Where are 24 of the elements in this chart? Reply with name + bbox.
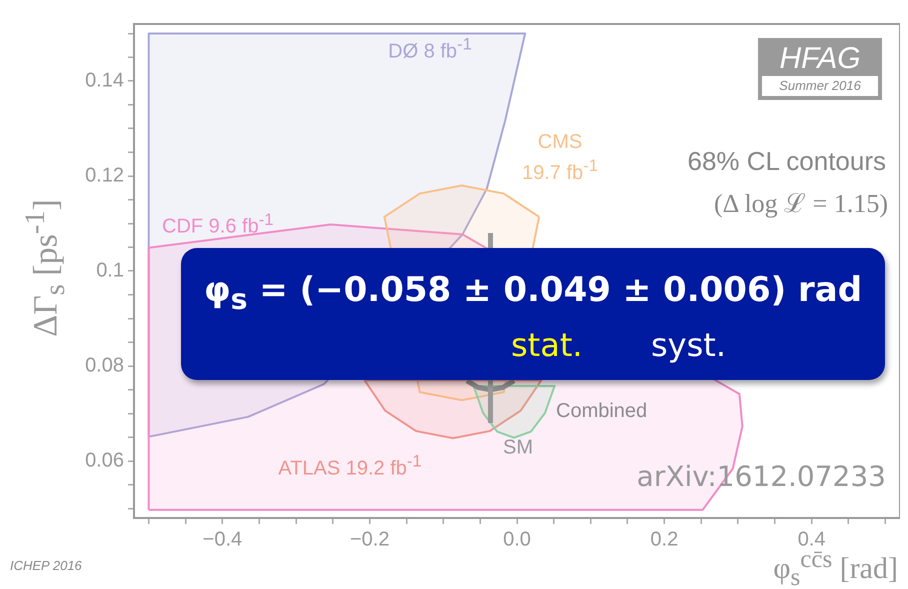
annotation: φ$_{s}$ = (−0.058 ± 0.049 ± 0.006) rad bbox=[202, 270, 864, 316]
y-tick-label: 0.08 bbox=[85, 354, 124, 377]
y-tick-label: 0.14 bbox=[85, 70, 124, 92]
annotation: HFAG bbox=[778, 42, 862, 76]
annotation: (Δ log ℒ = 1.15) bbox=[714, 188, 888, 220]
x-tick-label: −0.2 bbox=[350, 528, 390, 551]
x-tick-label: 0.0 bbox=[503, 528, 531, 551]
result-panel: φ$_{s}$ = (−0.058 ± 0.049 ± 0.006) rad stat. syst. bbox=[181, 248, 885, 380]
y-tick-label: 0.1 bbox=[96, 260, 124, 282]
series-label: SM bbox=[503, 436, 533, 460]
series-label: CMS 19.7 fb$^{-1}$ bbox=[521, 131, 599, 185]
y-tick-label: 0.06 bbox=[85, 450, 124, 472]
text: ICHEP 2016 bbox=[10, 558, 82, 573]
text: Combined bbox=[556, 400, 648, 423]
annotation: 68% CL contours bbox=[688, 146, 886, 177]
annotation: Summer 2016 bbox=[762, 76, 878, 96]
y-tick-label: 0.12 bbox=[85, 164, 124, 187]
series-label: ATLAS 19.2 fb$^{-1}$ bbox=[278, 450, 422, 480]
x-tick-label: −0.4 bbox=[202, 528, 242, 551]
series-label: CDF 9.6 fb$^{-1}$ bbox=[162, 209, 274, 239]
annotation: stat. bbox=[511, 326, 583, 364]
annotation: syst. bbox=[651, 326, 726, 364]
series-label: DØ 8 fb$^{-1}$ bbox=[388, 34, 472, 64]
x-tick-label: 0.2 bbox=[650, 528, 678, 551]
